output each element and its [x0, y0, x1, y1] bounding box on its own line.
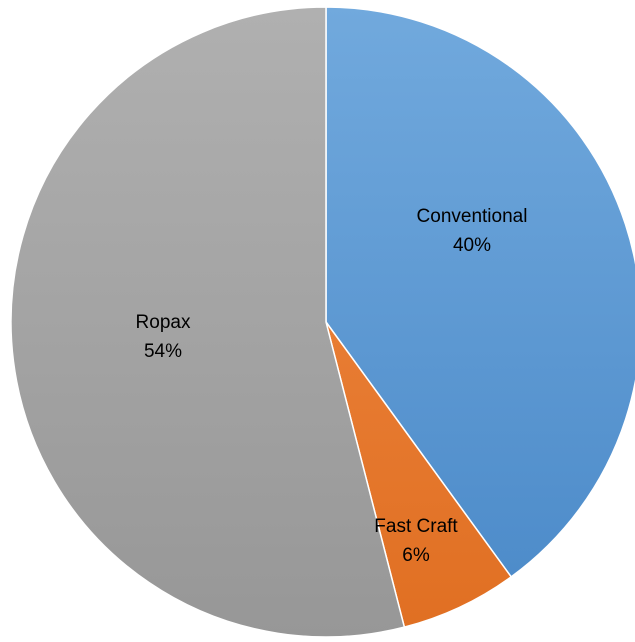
pie-slice-conventional [325, 6, 635, 578]
pie-slice-fast-craft [325, 321, 513, 629]
slice-label-conventional: Conventional 40% [417, 206, 528, 256]
slice-percent-label: 40% [453, 235, 491, 256]
slice-category-label: Conventional [417, 206, 528, 227]
slice-percent-label: 6% [402, 545, 430, 566]
slice-label-ropax: Ropax 54% [136, 312, 191, 362]
pie-labels: Conventional 40% Fast Craft 6% Ropax 54% [136, 206, 528, 566]
slice-percent-label: 54% [144, 341, 182, 362]
pie-slice-ropax [10, 6, 406, 638]
slice-category-label: Ropax [136, 312, 191, 333]
pie-slices [10, 6, 635, 638]
slice-label-fast-craft: Fast Craft 6% [374, 516, 458, 566]
slice-category-label: Fast Craft [374, 516, 458, 537]
